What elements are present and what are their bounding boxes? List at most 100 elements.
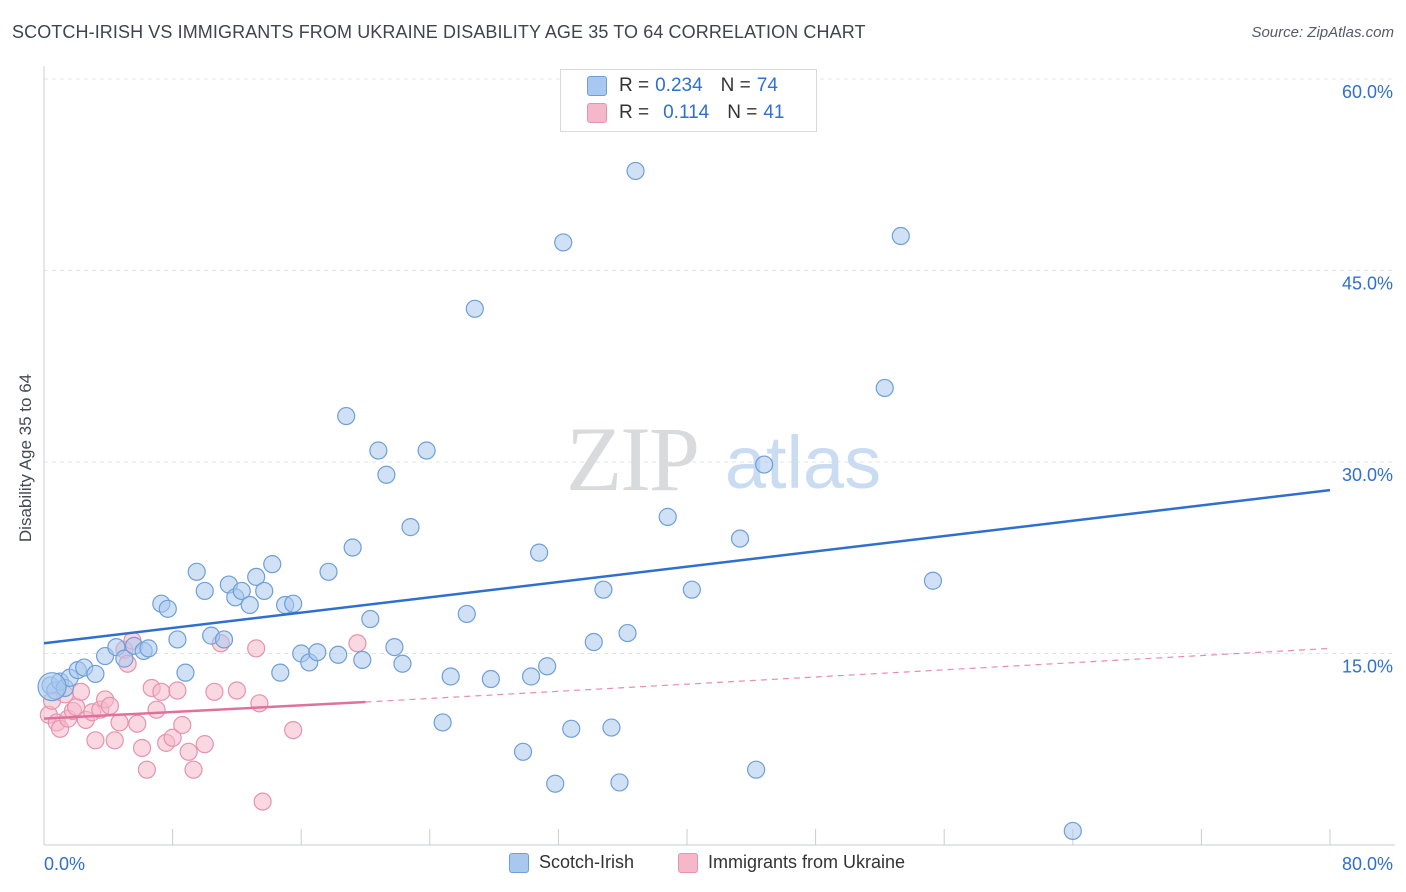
scotch-irish-point bbox=[308, 643, 327, 662]
scotch-irish-point bbox=[457, 604, 476, 624]
legend-r-value: 0.234 bbox=[655, 75, 703, 96]
ukraine-point bbox=[128, 714, 147, 733]
ukraine-point bbox=[86, 731, 105, 750]
scotch-irish-point bbox=[554, 233, 573, 252]
scotch-irish-point bbox=[377, 465, 396, 484]
legend-swatch-pink bbox=[587, 103, 607, 123]
scotch-irish-point bbox=[546, 774, 565, 793]
ukraine-point bbox=[227, 681, 246, 700]
scotch-irish-point bbox=[538, 657, 557, 676]
scotch-irish-point bbox=[682, 580, 701, 599]
scotch-irish-point bbox=[401, 518, 420, 537]
scotch-irish-point bbox=[369, 441, 388, 460]
ukraine-point bbox=[105, 731, 124, 750]
scotch-irish-point bbox=[1063, 821, 1082, 841]
trend-line-scotch-irish bbox=[43, 488, 1331, 645]
ukraine-point bbox=[250, 694, 269, 713]
legend-row-scotch-irish: R = 0.234 N = 74 bbox=[587, 74, 778, 98]
ukraine-point bbox=[152, 682, 171, 701]
scotch-irish-point bbox=[176, 663, 195, 682]
scotch-irish-point bbox=[602, 718, 621, 737]
scotch-irish-point bbox=[441, 667, 460, 686]
legend-n-label: N = bbox=[727, 102, 758, 123]
bottom-legend-ukraine: Immigrants from Ukraine bbox=[678, 852, 905, 873]
scotch-irish-point bbox=[584, 632, 603, 652]
axes bbox=[43, 66, 1395, 846]
ukraine-point bbox=[195, 735, 214, 754]
scotch-irish-point bbox=[168, 630, 187, 649]
scotch-irish-point bbox=[730, 529, 750, 548]
x-tick-label: 80.0% bbox=[1342, 854, 1393, 874]
scotch-irish-point bbox=[610, 773, 629, 792]
scotch-irish-point bbox=[530, 543, 549, 562]
chart-title: SCOTCH-IRISH VS IMMIGRANTS FROM UKRAINE … bbox=[12, 22, 866, 42]
scotch-irish-point bbox=[319, 562, 338, 581]
scotch-irish-point bbox=[891, 226, 910, 246]
legend-row-ukraine: R = 0.114 N = 41 bbox=[587, 101, 785, 125]
scotch-irish-point bbox=[353, 650, 372, 669]
ukraine-point bbox=[168, 681, 187, 700]
scotch-irish-point bbox=[86, 664, 105, 684]
scotch-irish-point bbox=[875, 378, 894, 398]
scotch-irish-point bbox=[232, 581, 251, 601]
watermark-zip: ZIP bbox=[566, 408, 698, 510]
trend-lines bbox=[43, 488, 1331, 720]
scotch-irish-point bbox=[626, 161, 645, 181]
ukraine-point bbox=[147, 700, 166, 719]
ukraine-point bbox=[205, 682, 224, 701]
ukraine-point bbox=[284, 720, 303, 740]
y-tick-label: 15.0% bbox=[1342, 657, 1393, 677]
scotch-irish-point bbox=[343, 538, 362, 557]
scotch-irish-point bbox=[361, 609, 380, 629]
ukraine-point bbox=[100, 696, 120, 715]
scotch-irish-point bbox=[158, 599, 177, 618]
ukraine-point bbox=[253, 792, 272, 811]
scotch-irish-point bbox=[417, 441, 436, 460]
scotch-irish-point bbox=[255, 581, 274, 601]
watermark: ZIP atlas bbox=[566, 408, 881, 510]
legend-n-value: 41 bbox=[763, 102, 785, 123]
series-scotch-irish-points bbox=[37, 161, 1082, 841]
bottom-legend-swatch-blue bbox=[509, 852, 529, 873]
scotch-irish-point bbox=[271, 663, 290, 682]
scotch-irish-point bbox=[513, 742, 533, 761]
legend: R = 0.234 N = 74 R = 0.114 N = 41 bbox=[560, 69, 817, 132]
bottom-legend-scotch-irish: Scotch-Irish bbox=[509, 852, 634, 873]
legend-n-value: 74 bbox=[756, 75, 778, 96]
x-tick-labels: 0.0% 80.0% bbox=[44, 854, 1393, 874]
scotch-irish-point bbox=[37, 672, 67, 702]
scotch-irish-point bbox=[385, 638, 404, 657]
ukraine-point bbox=[110, 713, 129, 732]
ukraine-point bbox=[137, 760, 156, 779]
scotch-irish-point bbox=[618, 623, 637, 643]
grid-lines bbox=[44, 78, 1395, 654]
scotch-irish-point bbox=[195, 581, 214, 601]
scotch-irish-point bbox=[923, 571, 943, 590]
scotch-irish-point bbox=[755, 455, 774, 474]
ukraine-point bbox=[179, 742, 198, 761]
scotch-irish-point bbox=[521, 667, 541, 686]
bottom-legend-label: Immigrants from Ukraine bbox=[708, 852, 906, 872]
ukraine-point bbox=[348, 634, 367, 653]
scotch-irish-point bbox=[393, 654, 412, 673]
source-label: Source: ZipAtlas.com bbox=[1251, 24, 1394, 41]
bottom-legend-label: Scotch-Irish bbox=[539, 852, 635, 872]
scotch-irish-point bbox=[329, 645, 348, 664]
legend-r-label: R = bbox=[619, 75, 650, 96]
legend-r-value: 0.114 bbox=[663, 102, 710, 123]
ukraine-point bbox=[247, 639, 266, 658]
scotch-irish-point bbox=[240, 595, 259, 615]
bottom-legend-swatch-pink bbox=[678, 852, 698, 873]
y-tick-labels: 15.0% 30.0% 45.0% 60.0% bbox=[1342, 82, 1393, 677]
trend-line-ukraine bbox=[43, 700, 366, 720]
ukraine-point bbox=[132, 738, 152, 758]
scotch-irish-point bbox=[594, 580, 613, 599]
scotch-irish-point bbox=[747, 760, 766, 779]
scotch-irish-point bbox=[115, 649, 134, 668]
scotch-irish-point bbox=[465, 299, 484, 318]
scotch-irish-point bbox=[214, 630, 234, 649]
legend-n-label: N = bbox=[720, 75, 751, 96]
scotch-irish-point bbox=[481, 669, 500, 689]
legend-r-label: R = bbox=[619, 102, 650, 123]
